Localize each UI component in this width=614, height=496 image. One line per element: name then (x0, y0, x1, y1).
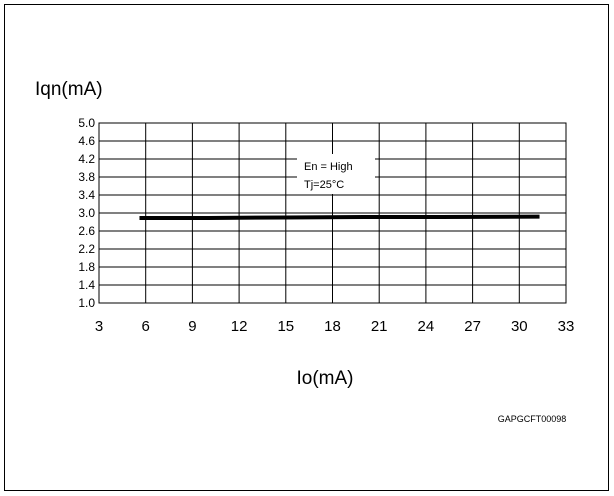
x-tick-label: 12 (231, 318, 248, 335)
figure-code: GAPGCFT00098 (498, 414, 567, 424)
y-tick-label: 1.4 (78, 278, 95, 292)
y-tick-label: 1.8 (78, 260, 95, 274)
y-tick-label: 5.0 (78, 116, 95, 130)
x-tick-label: 27 (464, 318, 481, 335)
x-tick-label: 24 (418, 318, 435, 335)
y-tick-label: 4.6 (78, 134, 95, 148)
y-tick-label: 3.4 (78, 188, 95, 202)
y-tick-label: 3.0 (78, 206, 95, 220)
y-tick-label: 3.8 (78, 170, 95, 184)
series-line (139, 214, 540, 220)
annotation-box: En = High Tj=25°C (297, 154, 375, 194)
x-tick-label: 3 (95, 318, 103, 335)
annotation-line-2: Tj=25°C (304, 179, 344, 191)
y-tick-label: 2.6 (78, 224, 95, 238)
x-tick-label: 21 (371, 318, 388, 335)
y-tick-label: 2.2 (78, 242, 95, 256)
figure-frame (4, 4, 609, 491)
plot-border (98, 122, 567, 304)
tick-label-layer: 3 6 9 12 15 18 21 24 27 30 33 1.0 1.4 1.8 2.2 2.6 3.0 3.4… (78, 116, 574, 335)
x-axis-title: Io(mA) (297, 368, 354, 389)
x-tick-label: 18 (324, 318, 341, 335)
series-layer (139, 214, 540, 220)
x-tick-label: 9 (188, 318, 196, 335)
grid-layer (98, 122, 567, 304)
x-tick-label: 6 (142, 318, 150, 335)
x-tick-label: 15 (277, 318, 294, 335)
y-tick-label: 4.2 (78, 152, 95, 166)
annotation-box-background (297, 154, 375, 194)
y-axis-title: Iqn(mA) (35, 79, 103, 100)
x-tick-label: 33 (558, 318, 575, 335)
x-tick-label: 30 (511, 318, 528, 335)
annotation-line-1: En = High (304, 161, 353, 173)
y-tick-label: 1.0 (78, 296, 95, 310)
